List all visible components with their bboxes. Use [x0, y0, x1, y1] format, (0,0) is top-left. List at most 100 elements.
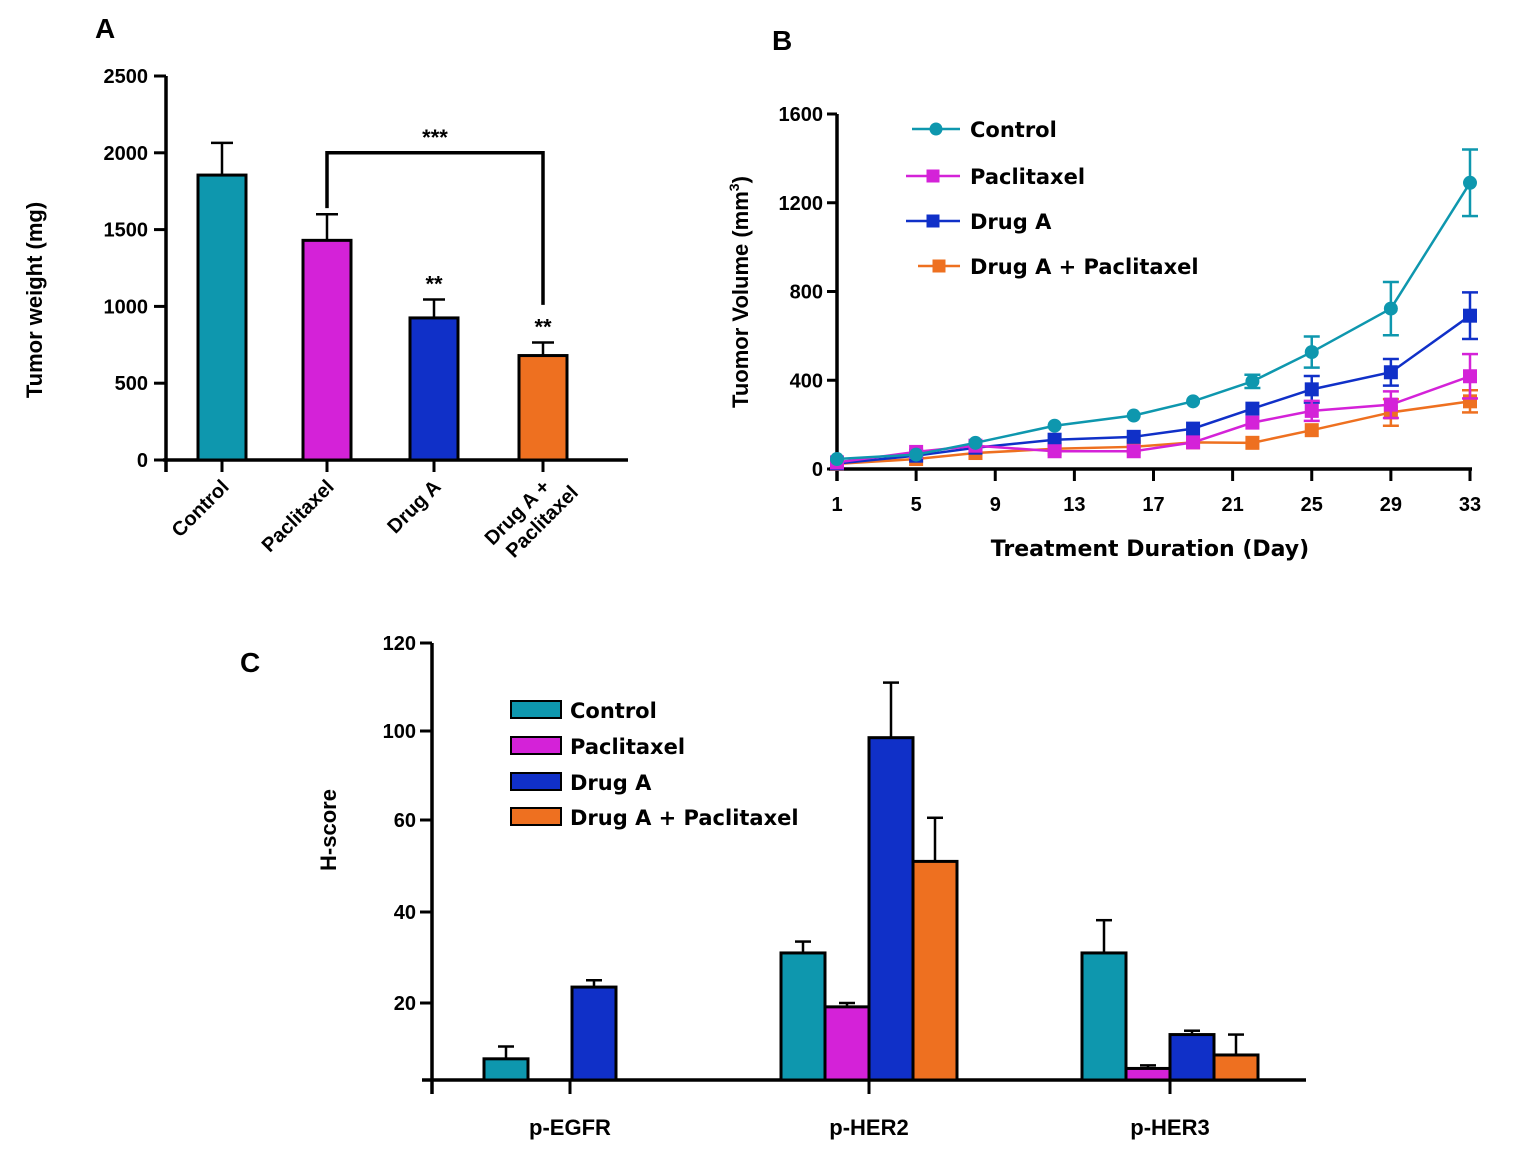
significance-mark: ** [534, 314, 552, 339]
y-tick-label: 1600 [779, 104, 824, 126]
series-line-drug-a-paclitaxel [836, 400, 1471, 466]
x-tick-label: 5 [911, 494, 922, 516]
data-point [1186, 435, 1201, 450]
x-tick-label-line: Drug A [383, 476, 445, 538]
x-tick-label: Drug A +Paclitaxel [481, 465, 583, 567]
y-tick-label: 0 [137, 450, 148, 472]
x-tick-label: 33 [1459, 494, 1481, 516]
significance-mark: ** [425, 271, 443, 296]
data-point [1126, 444, 1141, 459]
bar-drug-a [408, 316, 460, 462]
y-tick-label: 1000 [104, 296, 149, 318]
series-line-control [836, 182, 1472, 461]
data-point [1047, 444, 1062, 459]
data-point [1383, 365, 1398, 380]
data-point [1463, 175, 1477, 190]
data-point [1463, 369, 1477, 384]
legend-swatch [510, 736, 562, 755]
panel-label-c: C [240, 647, 260, 678]
bar-drug-a-paclitaxel [517, 354, 569, 462]
x-tick-label: 29 [1380, 494, 1402, 516]
y-tick-label: 100 [383, 721, 416, 743]
y-tick-label: 400 [790, 370, 823, 392]
panel-b-ylabel: Tuomor Volume (mm3) [726, 176, 753, 408]
y-tick-label: 500 [115, 373, 148, 395]
legend-label: Drug A + Paclitaxel [970, 255, 1199, 279]
y-tick-label: 1500 [104, 220, 149, 242]
x-tick-label: 13 [1063, 494, 1085, 516]
legend-label: Paclitaxel [570, 735, 685, 759]
legend-swatch [510, 772, 562, 791]
bar-p-egfr-drug-a [570, 985, 618, 1082]
x-tick-label-line: Control [168, 476, 234, 542]
data-point [909, 447, 924, 462]
bar-paclitaxel [301, 238, 353, 462]
y-tick-label: 0 [812, 459, 823, 481]
data-point [1186, 421, 1201, 436]
panel-a-tumor-weight-chart: Tumor weight (mg) 0 500 1000 1500 2000 2500 Co… [22, 66, 628, 567]
bar-p-her3-drug-a [1168, 1033, 1216, 1082]
bar-p-her2-paclitaxel [823, 1005, 871, 1082]
bar-p-her3-drug-a-paclitaxel [1212, 1053, 1260, 1082]
y-tick-label: 2500 [104, 66, 149, 88]
legend-swatch [510, 700, 562, 719]
data-point [1126, 408, 1141, 423]
significance-mark: *** [422, 125, 448, 150]
legend-label: Drug A [570, 771, 652, 795]
panel-label-a: A [95, 13, 115, 44]
data-point [1047, 432, 1062, 447]
data-point [1245, 415, 1260, 430]
bar-control [196, 173, 248, 462]
bar-p-her2-drug-a-paclitaxel [911, 859, 959, 1082]
x-tick-label: p-EGFR [529, 1115, 611, 1140]
y-tick-label: 60 [394, 810, 416, 832]
panel-c-hscore-chart: H-score 20 40 60 100 120 p-EGFR p-HER2 p-HER3 C… [316, 633, 1306, 1140]
bar-p-egfr-control [482, 1057, 530, 1082]
data-point [1463, 308, 1477, 323]
data-point [1186, 394, 1201, 409]
y-tick-label: 120 [383, 633, 416, 655]
legend-label: Control [570, 699, 657, 723]
series-line-drug-a [836, 314, 1471, 465]
x-tick-label-line: Paclitaxel [258, 476, 339, 557]
data-point [1383, 397, 1398, 412]
panel-a-ylabel: Tumor weight (mg) [22, 202, 47, 398]
x-tick-label: 9 [990, 494, 1001, 516]
y-tick-label: 1200 [779, 193, 824, 215]
x-tick-label: 21 [1222, 494, 1244, 516]
series-line-paclitaxel [836, 375, 1471, 464]
bar-p-her2-control [779, 951, 827, 1082]
data-point [1047, 418, 1062, 433]
data-point [1304, 403, 1319, 418]
data-point [1304, 382, 1319, 397]
legend-marker [926, 214, 940, 228]
data-point [1304, 423, 1319, 438]
y-tick-label: 40 [394, 902, 416, 924]
legend-label: Drug A [970, 210, 1052, 234]
x-tick-label: Paclitaxel [258, 476, 339, 557]
x-tick-label: p-HER2 [829, 1115, 908, 1140]
legend-marker [926, 169, 940, 183]
legend-marker [929, 122, 943, 136]
data-point [830, 452, 844, 467]
x-tick-label: 17 [1142, 494, 1164, 516]
x-tick-label: Drug A [383, 476, 445, 538]
legend-label: Paclitaxel [970, 165, 1085, 189]
panel-b-xlabel: Treatment Duration (Day) [991, 537, 1309, 562]
legend-label: Control [970, 118, 1057, 142]
panel-b-tumor-volume-chart: Tuomor Volume (mm3) Treatment Duration (… [726, 104, 1481, 562]
significance-bracket [325, 151, 545, 305]
data-point [968, 435, 983, 450]
data-point [1245, 435, 1260, 450]
panel-b-legend: Control Paclitaxel Drug A Drug A + Paclitax… [906, 118, 1199, 279]
data-point [1245, 401, 1260, 416]
x-tick-label: 1 [831, 494, 842, 516]
x-tick-label: 25 [1301, 494, 1323, 516]
bar-p-her3-paclitaxel [1124, 1066, 1172, 1082]
y-tick-label: 20 [394, 993, 416, 1015]
legend-swatch [510, 807, 562, 826]
bar-p-her2-drug-a [867, 736, 915, 1082]
y-tick-label: 2000 [104, 143, 149, 165]
data-point [1126, 429, 1141, 444]
